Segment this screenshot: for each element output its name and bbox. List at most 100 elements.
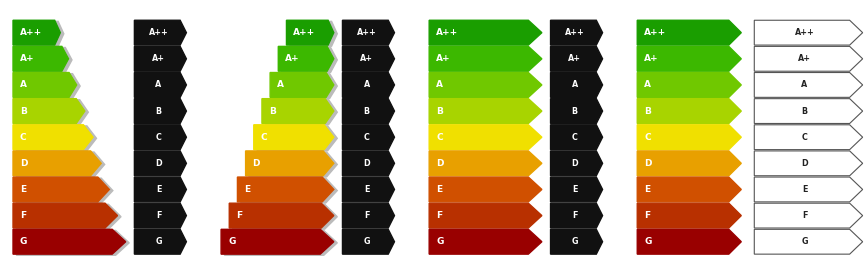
Text: A+: A+ xyxy=(799,54,811,63)
Polygon shape xyxy=(16,74,80,99)
Text: D: D xyxy=(155,159,162,168)
Polygon shape xyxy=(637,73,741,97)
Text: G: G xyxy=(363,237,370,246)
Polygon shape xyxy=(429,203,542,228)
Text: C: C xyxy=(155,133,161,142)
Polygon shape xyxy=(238,177,334,202)
Text: A+: A+ xyxy=(285,54,300,63)
Text: D: D xyxy=(363,159,370,168)
Polygon shape xyxy=(282,48,337,72)
Polygon shape xyxy=(134,73,186,97)
Polygon shape xyxy=(16,21,64,46)
Polygon shape xyxy=(342,125,394,150)
Polygon shape xyxy=(134,46,186,71)
Polygon shape xyxy=(16,48,72,72)
Text: C: C xyxy=(261,133,267,142)
Polygon shape xyxy=(265,100,337,125)
Polygon shape xyxy=(16,152,105,177)
Text: F: F xyxy=(20,211,26,220)
Text: B: B xyxy=(644,107,651,116)
Text: E: E xyxy=(156,185,161,194)
Polygon shape xyxy=(229,203,334,228)
Polygon shape xyxy=(429,46,542,71)
Polygon shape xyxy=(13,177,109,202)
Text: A++: A++ xyxy=(148,28,168,37)
Text: C: C xyxy=(571,133,577,142)
Polygon shape xyxy=(286,20,334,45)
Text: A++: A++ xyxy=(564,28,584,37)
Text: G: G xyxy=(644,237,652,246)
Text: B: B xyxy=(269,107,276,116)
Text: E: E xyxy=(244,185,251,194)
Text: B: B xyxy=(436,107,443,116)
Text: E: E xyxy=(644,185,650,194)
Polygon shape xyxy=(16,230,129,255)
Polygon shape xyxy=(274,74,337,99)
Text: A: A xyxy=(277,80,284,89)
Text: A++: A++ xyxy=(20,28,42,37)
Polygon shape xyxy=(134,125,186,150)
Polygon shape xyxy=(551,99,603,123)
Polygon shape xyxy=(342,229,394,254)
Polygon shape xyxy=(13,73,76,97)
Text: A: A xyxy=(571,80,577,89)
Polygon shape xyxy=(134,99,186,123)
Polygon shape xyxy=(290,21,337,46)
Polygon shape xyxy=(13,99,85,123)
Text: E: E xyxy=(436,185,442,194)
Polygon shape xyxy=(254,125,334,150)
Text: A: A xyxy=(644,80,651,89)
Polygon shape xyxy=(257,126,337,151)
Polygon shape xyxy=(342,151,394,176)
Polygon shape xyxy=(13,203,118,228)
Text: A: A xyxy=(801,80,808,89)
Polygon shape xyxy=(551,20,603,45)
Polygon shape xyxy=(13,125,93,150)
Polygon shape xyxy=(221,229,334,254)
Text: A: A xyxy=(363,80,369,89)
Text: A+: A+ xyxy=(152,54,165,63)
Polygon shape xyxy=(342,177,394,202)
Text: A++: A++ xyxy=(436,28,459,37)
Text: A+: A+ xyxy=(20,54,35,63)
Text: G: G xyxy=(801,237,808,246)
Polygon shape xyxy=(342,46,394,71)
Text: B: B xyxy=(571,107,577,116)
Polygon shape xyxy=(16,126,96,151)
Text: F: F xyxy=(236,211,242,220)
Text: A+: A+ xyxy=(568,54,581,63)
Text: C: C xyxy=(436,133,443,142)
Polygon shape xyxy=(551,177,603,202)
Polygon shape xyxy=(637,20,741,45)
Polygon shape xyxy=(551,46,603,71)
Polygon shape xyxy=(13,229,126,254)
Polygon shape xyxy=(429,151,542,176)
Text: D: D xyxy=(571,159,578,168)
Text: G: G xyxy=(571,237,578,246)
Text: G: G xyxy=(20,237,28,246)
Polygon shape xyxy=(429,73,542,97)
Polygon shape xyxy=(429,229,542,254)
Text: B: B xyxy=(363,107,369,116)
Text: F: F xyxy=(572,211,577,220)
Polygon shape xyxy=(429,177,542,202)
Text: G: G xyxy=(228,237,236,246)
Polygon shape xyxy=(16,100,88,125)
Text: B: B xyxy=(801,107,808,116)
Polygon shape xyxy=(134,151,186,176)
Polygon shape xyxy=(13,151,101,176)
Polygon shape xyxy=(13,46,68,71)
Text: D: D xyxy=(20,159,28,168)
Text: C: C xyxy=(644,133,651,142)
Polygon shape xyxy=(232,204,337,229)
Text: F: F xyxy=(802,211,807,220)
Text: D: D xyxy=(801,159,808,168)
Polygon shape xyxy=(16,178,113,203)
Polygon shape xyxy=(637,177,741,202)
Polygon shape xyxy=(245,151,334,176)
Text: C: C xyxy=(363,133,369,142)
Polygon shape xyxy=(342,203,394,228)
Polygon shape xyxy=(429,125,542,150)
Text: G: G xyxy=(436,237,444,246)
Text: D: D xyxy=(436,159,444,168)
